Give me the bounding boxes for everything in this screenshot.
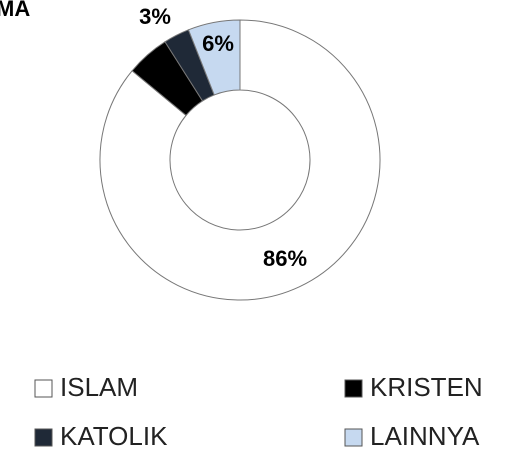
legend-swatch <box>34 428 53 447</box>
legend-swatch <box>34 379 53 398</box>
chart-title: MA <box>0 0 30 21</box>
donut-slice <box>99 19 381 301</box>
legend-swatch <box>344 379 363 398</box>
legend-label: ISLAM <box>60 372 138 402</box>
value-label: 6% <box>202 31 234 56</box>
value-label: 3% <box>139 4 171 29</box>
legend-label: LAINNYA <box>370 421 480 451</box>
legend-label: KRISTEN <box>370 372 483 402</box>
legend-swatch <box>344 428 363 447</box>
donut-slice <box>187 19 241 96</box>
value-label: 5% <box>149 56 181 81</box>
value-label: 86% <box>263 246 307 271</box>
legend-label: KATOLIK <box>60 421 168 451</box>
